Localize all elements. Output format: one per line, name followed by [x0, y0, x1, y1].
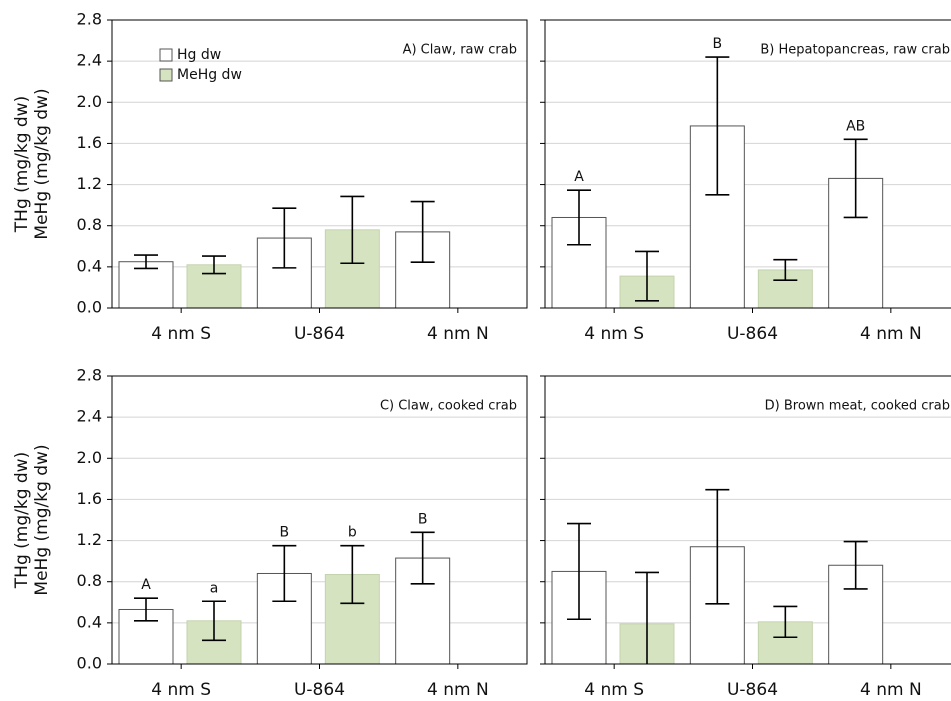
error-bar — [410, 200, 435, 264]
y-tick-label: 0.0 — [77, 298, 102, 317]
error-bar — [410, 531, 435, 585]
x-tick-label: 4 nm N — [427, 680, 489, 700]
significance-label: AB — [846, 118, 865, 134]
y-tick-label: 1.2 — [77, 174, 102, 193]
x-tick-label: 4 nm S — [151, 324, 211, 344]
significance-label: B — [713, 36, 723, 52]
x-tick-label: U-864 — [294, 324, 345, 344]
significance-label: b — [348, 525, 357, 541]
plot-frame — [544, 19, 951, 309]
error-bar — [567, 189, 591, 246]
y-axis-label: THg (mg/kg dw) — [12, 96, 32, 233]
significance-label: a — [210, 580, 219, 596]
error-bar — [272, 207, 297, 269]
x-tick-label: U-864 — [727, 324, 778, 344]
y-tick-label: 1.2 — [77, 530, 102, 549]
error-bar — [202, 255, 226, 275]
y-tick-label: 1.6 — [77, 133, 102, 152]
y-tick-label: 2.4 — [77, 407, 102, 426]
panel-title: A) Claw, raw crab — [403, 43, 517, 58]
panel-title: B) Hepatopancreas, raw crab — [760, 43, 950, 58]
bar — [118, 261, 174, 309]
y-tick-label: 2.0 — [77, 92, 102, 111]
error-bar — [843, 540, 868, 590]
x-tick-label: U-864 — [294, 680, 345, 700]
y-tick-label: 2.0 — [77, 448, 102, 467]
panel-title: C) Claw, cooked crab — [380, 399, 517, 414]
y-tick-label: 0.8 — [77, 571, 102, 590]
significance-label: A — [574, 169, 584, 185]
x-tick-label: U-864 — [727, 680, 778, 700]
error-bar — [340, 195, 365, 265]
x-tick-label: 4 nm N — [860, 324, 922, 344]
legend-swatch — [159, 48, 173, 62]
x-tick-label: 4 nm N — [427, 324, 489, 344]
panel: 4 nm S A U-864 B 4 nm N AB B) Hepatopancreas, … — [540, 19, 951, 344]
panel: 4 nm S U-864 4 nm N D) Brown meat, cooked c… — [540, 375, 951, 700]
x-tick-label: 4 nm S — [584, 324, 644, 344]
significance-label: A — [141, 577, 151, 593]
legend-swatch — [159, 68, 173, 82]
y-tick-label: 2.4 — [77, 51, 102, 70]
y-axis-label: MeHg (mg/kg dw) — [32, 88, 52, 239]
error-bar — [202, 600, 226, 642]
x-tick-label: 4 nm S — [584, 680, 644, 700]
significance-label: B — [280, 525, 290, 541]
error-bar — [635, 250, 659, 302]
x-tick-label: 4 nm N — [860, 680, 922, 700]
y-tick-label: 0.4 — [77, 612, 102, 631]
y-tick-label: 2.8 — [77, 366, 102, 385]
y-axis-label: THg (mg/kg dw) — [12, 452, 32, 589]
error-bar — [773, 605, 798, 639]
error-bar — [773, 258, 798, 282]
legend-label: Hg dw — [177, 47, 221, 63]
y-tick-label: 0.8 — [77, 215, 102, 234]
panel-title: D) Brown meat, cooked crab — [765, 399, 950, 414]
y-tick-label: 0.0 — [77, 654, 102, 673]
error-bar — [340, 544, 365, 605]
legend-label: MeHg dw — [177, 67, 242, 83]
y-tick-label: 0.4 — [77, 256, 102, 275]
panel: 0.0 0.4 0.8 1.2 1.6 2.0 2.4 2.8 THg (mg/kg dw) Me… — [12, 366, 528, 700]
error-bar — [134, 254, 158, 270]
error-bar — [272, 544, 297, 603]
significance-label: B — [418, 511, 428, 527]
error-bar — [705, 488, 730, 605]
x-tick-label: 4 nm S — [151, 680, 211, 700]
plot-frame — [111, 19, 528, 309]
plot-frame — [111, 375, 528, 665]
error-bar — [567, 522, 591, 621]
error-bar — [705, 56, 730, 196]
y-axis-label: MeHg (mg/kg dw) — [32, 444, 52, 595]
error-bar — [635, 571, 659, 664]
error-bar — [134, 597, 158, 622]
plot-frame — [544, 375, 951, 665]
y-tick-label: 1.6 — [77, 489, 102, 508]
y-tick-label: 2.8 — [77, 10, 102, 29]
error-bar — [843, 138, 868, 219]
